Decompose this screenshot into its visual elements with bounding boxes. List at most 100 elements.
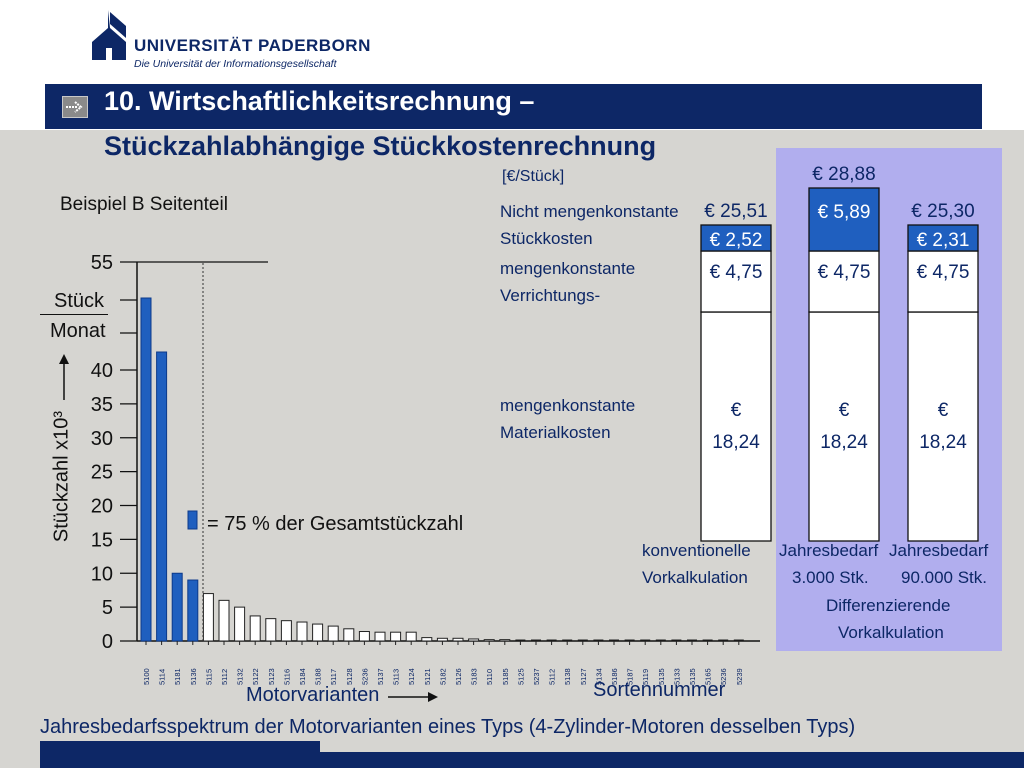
x-tick-label: 5187 xyxy=(626,668,635,685)
unit-bottom: Monat xyxy=(50,320,106,342)
x-tick-label: 5236 xyxy=(360,668,369,685)
stack-label: 18,24 xyxy=(712,432,760,453)
stack-3-seg-1 xyxy=(907,311,979,542)
x-tick-label: 5122 xyxy=(251,668,260,685)
stack-total: € 25,51 xyxy=(704,201,767,222)
stack-label: € 2,52 xyxy=(710,230,763,251)
x-tick-label: 5121 xyxy=(423,668,432,685)
bar-5115 xyxy=(202,593,214,642)
label-mkv-1: mengenkonstante xyxy=(500,259,636,278)
x-tick-label: 5134 xyxy=(594,668,603,685)
bar-5124 xyxy=(405,631,417,642)
stack-1-seg-3 xyxy=(700,224,772,252)
university-subtitle: Die Universität der Informationsgesellsc… xyxy=(134,58,337,70)
bar-5181 xyxy=(171,572,183,642)
x-tick-label: 5184 xyxy=(298,668,307,685)
title-bar xyxy=(45,84,982,129)
bar-5128 xyxy=(343,628,355,642)
x-tick-label: 5188 xyxy=(314,668,323,685)
stack-label: € 2,31 xyxy=(917,230,970,251)
bar-5183 xyxy=(468,638,480,642)
bar-5182 xyxy=(436,637,448,642)
x-tick-label: 5135 xyxy=(688,668,697,685)
stack-label: € xyxy=(938,400,949,421)
university-name: UNIVERSITÄT PADERBORN xyxy=(134,36,371,55)
col3-caption-1: Jahresbedarf xyxy=(889,541,989,560)
x-tick-label: 5135 xyxy=(657,668,666,685)
x-tick-label: 5236 xyxy=(719,668,728,685)
bar-5116 xyxy=(280,620,292,642)
y-tick-label: 20 xyxy=(91,496,113,518)
x-tick-label: 5100 xyxy=(142,668,151,685)
stack-total: € 28,88 xyxy=(812,164,875,185)
x-tick-label: 5126 xyxy=(454,668,463,685)
col2-caption-1: Jahresbedarf xyxy=(779,541,879,560)
stack-total: € 25,30 xyxy=(911,201,974,222)
y-tick-label: 35 xyxy=(91,394,113,416)
logo-text: UNIVERSITÄT PADERBORN Die Universität de… xyxy=(134,36,371,70)
stack-1-seg-2 xyxy=(700,250,772,313)
stack-2-seg-3 xyxy=(808,187,880,252)
example-label: Beispiel B Seitenteil xyxy=(60,194,228,215)
col1-caption-1: konventionelle xyxy=(642,541,751,560)
bar-5113 xyxy=(390,631,402,642)
x-tick-label: 5112 xyxy=(220,669,229,685)
stack-label: 18,24 xyxy=(820,432,868,453)
y-tick-label: 5 xyxy=(102,597,113,619)
y-tick-label: 40 xyxy=(91,360,113,382)
x-tick-label: 5186 xyxy=(610,668,619,685)
x-tick-label: 5125 xyxy=(516,668,525,685)
stack-label: € xyxy=(731,400,742,421)
bar-5184 xyxy=(296,621,308,642)
x-tick-label: 5181 xyxy=(173,668,182,685)
legend-text: = 75 % der Gesamtstückzahl xyxy=(207,513,464,535)
chart-caption: Jahresbedarfsspektrum der Motorvarianten… xyxy=(40,716,856,738)
legend-swatch xyxy=(187,510,198,530)
stack-3-seg-3 xyxy=(907,224,979,252)
stack-label: € 4,75 xyxy=(818,262,871,283)
x-axis-label: Motorvarianten xyxy=(246,684,380,706)
x-tick-label: 5123 xyxy=(267,668,276,685)
unit-top: Stück xyxy=(54,290,105,312)
stack-label: € 4,75 xyxy=(710,262,763,283)
label-mkm-2: Materialkosten xyxy=(500,423,611,442)
x-tick-label: 5112 xyxy=(548,669,557,685)
bar-5126 xyxy=(452,637,464,642)
col2-caption-2: 3.000 Stk. xyxy=(792,568,869,587)
col1-caption-2: Vorkalkulation xyxy=(642,568,748,587)
footer-bar xyxy=(40,752,1024,768)
x-tick-label: 5128 xyxy=(345,668,354,685)
x-tick-label: 5132 xyxy=(236,668,245,685)
x-tick-label: 5237 xyxy=(532,668,541,685)
bar-5122 xyxy=(249,615,261,642)
bar-5136 xyxy=(187,579,199,642)
y-tick-label: 55 xyxy=(91,252,113,274)
bar-5132 xyxy=(234,606,246,642)
col3-caption-2: 90.000 Stk. xyxy=(901,568,988,587)
page-title: 10. Wirtschaftlichkeitsrechnung – xyxy=(104,86,535,116)
label-nmk-1: Nicht mengenkonstante xyxy=(500,202,679,221)
x-tick-label: 5114 xyxy=(158,669,167,685)
stack-label: € xyxy=(839,400,850,421)
x-arrow-head xyxy=(428,692,438,702)
x-tick-label: 5182 xyxy=(438,668,447,685)
bar-5100 xyxy=(140,297,152,642)
x-tick-label: 5116 xyxy=(282,669,291,685)
x-tick-label: 5133 xyxy=(672,668,681,685)
unit-divider xyxy=(40,314,108,315)
university-logo xyxy=(92,10,126,60)
footer-stub xyxy=(40,741,320,752)
bar-5117 xyxy=(327,625,339,642)
bar-5112 xyxy=(218,599,230,642)
stack-label: 18,24 xyxy=(919,432,967,453)
y-tick-label: 0 xyxy=(102,631,113,653)
x-tick-label: 5119 xyxy=(641,669,650,685)
stack-2-seg-1 xyxy=(808,311,880,542)
stack-label: € 4,75 xyxy=(917,262,970,283)
bar-5137 xyxy=(374,631,386,642)
y-tick-label: 30 xyxy=(91,428,113,450)
x-tick-label: 5137 xyxy=(376,668,385,685)
x-tick-label: 5165 xyxy=(704,668,713,685)
label-nmk-2: Stückkosten xyxy=(500,229,593,248)
